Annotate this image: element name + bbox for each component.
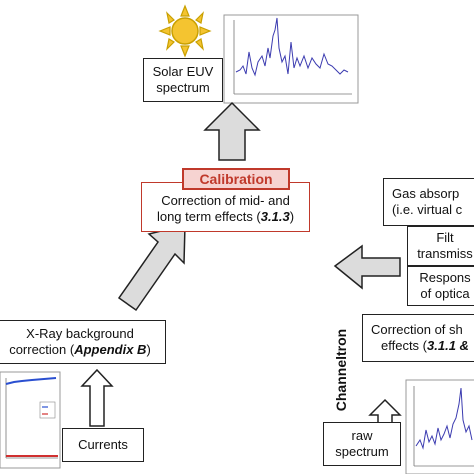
currents-box: Currents	[62, 428, 144, 462]
solar-box-line1: Solar EUV	[152, 64, 214, 79]
raw-spectrum-box: raw spectrum	[323, 422, 401, 466]
short-line2: effects (3.1.1 &	[381, 338, 469, 353]
raw-spectrum-thumbnail	[405, 379, 474, 474]
arrow-raw-to-shortterm	[368, 398, 402, 425]
gas-line2: (i.e. virtual c	[392, 202, 463, 217]
filter-transmission-box: Filt transmiss	[407, 226, 474, 266]
short-line1: Correction of sh	[371, 322, 463, 337]
calibration-label: Calibration	[182, 168, 290, 190]
calibration-correction-box: Correction of mid- and long term effects…	[141, 182, 310, 232]
respons-line2: of optica	[420, 286, 470, 301]
arrow-gas-to-calibration	[333, 244, 401, 290]
solar-spectrum-thumbnail	[223, 14, 359, 104]
response-optics-box: Respons of optica	[407, 266, 474, 306]
raw-line2: spectrum	[335, 444, 389, 459]
raw-line1: raw	[351, 428, 373, 443]
xray-line1: X-Ray background	[26, 326, 134, 341]
short-term-correction-box: Correction of sh effects (3.1.1 &	[362, 314, 474, 362]
filter-line2: transmiss	[417, 246, 473, 261]
solar-box-line2: spectrum	[156, 80, 210, 95]
currents-plot-thumbnail	[0, 371, 61, 469]
currents-label: Currents	[78, 437, 128, 452]
sun-icon	[158, 4, 212, 58]
filter-line1: Filt	[436, 230, 454, 245]
solar-euv-spectrum-box: Solar EUV spectrum	[143, 58, 223, 102]
xray-line2: correction (Appendix B)	[9, 342, 151, 357]
gas-absorption-box: Gas absorp (i.e. virtual c	[383, 178, 474, 226]
gas-line1: Gas absorp	[392, 186, 460, 201]
calibration-line1: Correction of mid- and	[161, 193, 290, 208]
xray-background-correction-box: X-Ray background correction (Appendix B)	[0, 320, 166, 364]
arrow-up-to-solar	[203, 101, 261, 161]
channeltron-label: Channeltron	[333, 328, 349, 412]
arrow-xray-to-calibration	[117, 224, 186, 312]
calibration-line2: long term effects (3.1.3)	[156, 209, 295, 224]
respons-line1: Respons	[419, 270, 471, 285]
arrow-currents-to-xray	[80, 368, 114, 427]
